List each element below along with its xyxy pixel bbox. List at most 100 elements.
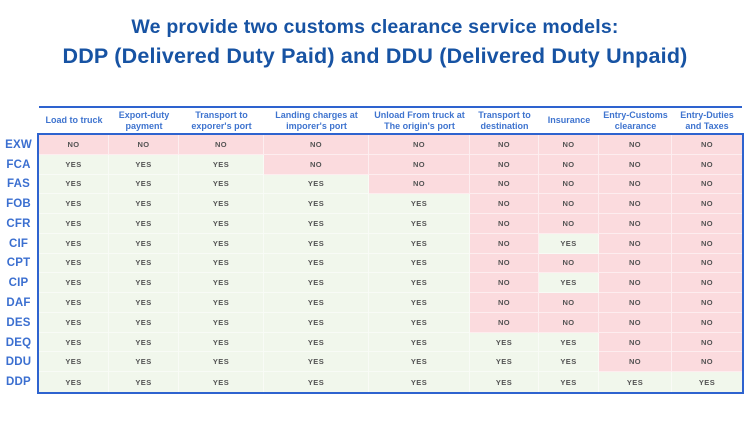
table-cell: YES	[369, 293, 470, 313]
table-cell: NO	[39, 135, 109, 155]
table-column-headers: Load to truck Export-duty payment Transpor…	[39, 106, 742, 133]
table-cell: YES	[672, 372, 742, 392]
table-cell: NO	[599, 352, 672, 373]
table-cell: NO	[539, 312, 599, 333]
table-cell: YES	[109, 214, 179, 234]
table-cell: YES	[369, 214, 470, 234]
table-cell: NO	[264, 135, 369, 155]
table-cell: NO	[539, 135, 599, 155]
table-cell: YES	[539, 372, 599, 392]
table-cell: YES	[264, 352, 369, 373]
table-cell: YES	[109, 293, 179, 313]
table-cell: YES	[539, 352, 599, 373]
table-cell: YES	[539, 233, 599, 254]
row-label-cfr: CFR	[6, 217, 31, 230]
row-label-fca: FCA	[6, 158, 31, 171]
table-cell: NO	[539, 174, 599, 195]
table-cell: NO	[672, 174, 742, 195]
table-cell: YES	[264, 293, 369, 313]
table-cell: YES	[264, 214, 369, 234]
table-cell: YES	[179, 194, 264, 215]
table-row-des: YES YES YES YES YES NO NO NO NO	[39, 312, 742, 333]
table-cell: YES	[264, 194, 369, 215]
table-cell: YES	[39, 174, 109, 195]
table-row-deq: YES YES YES YES YES YES YES NO NO	[39, 332, 742, 353]
table-cell: YES	[264, 312, 369, 333]
table-cell: YES	[39, 194, 109, 215]
table-cell: NO	[672, 214, 742, 234]
table-cell: NO	[470, 233, 539, 254]
table-cell: NO	[672, 154, 742, 175]
table-cell: YES	[109, 233, 179, 254]
table-cell: YES	[264, 233, 369, 254]
table-cell: NO	[539, 214, 599, 234]
table-cell: NO	[599, 312, 672, 333]
table-cell: NO	[539, 194, 599, 215]
table-cell: YES	[179, 273, 264, 294]
table-cell: NO	[264, 154, 369, 175]
table-cell: YES	[39, 273, 109, 294]
column-header-9: Entry-Duties and Taxes	[680, 110, 734, 131]
table-cell: NO	[109, 135, 179, 155]
table-cell: YES	[39, 214, 109, 234]
table-cell: YES	[369, 233, 470, 254]
table-cell: YES	[539, 332, 599, 353]
row-label-ddp: DDP	[6, 376, 31, 389]
table-cell: YES	[109, 253, 179, 274]
table-cell: YES	[39, 352, 109, 373]
table-cell: NO	[672, 293, 742, 313]
table-cell: YES	[369, 352, 470, 373]
table-cell: YES	[264, 372, 369, 392]
table-cell: YES	[369, 312, 470, 333]
column-header-2: Export-duty payment	[118, 110, 170, 131]
table-cell: NO	[470, 135, 539, 155]
column-header-5: Unload From truck at The origin's port	[374, 110, 465, 131]
table-row-labels: EXW FCA FAS FOB CFR CIF CPT CIP DAF DES DEQ DDU DDP	[0, 135, 37, 392]
row-label-cpt: CPT	[6, 257, 31, 270]
column-header-7: Insurance	[547, 115, 591, 126]
page-title: We provide two customs clearance service…	[0, 14, 750, 72]
table-cell: YES	[39, 312, 109, 333]
table-row-fob: YES YES YES YES YES NO NO NO NO	[39, 194, 742, 215]
table-row-exw: NO NO NO NO NO NO NO NO NO	[39, 135, 742, 155]
table-cell: NO	[672, 135, 742, 155]
column-header-6: Transport to destination	[478, 110, 531, 131]
row-label-fas: FAS	[7, 178, 30, 191]
table-cell: YES	[470, 352, 539, 373]
column-header-1: Load to truck	[45, 115, 103, 126]
table-cell: YES	[369, 253, 470, 274]
table-cell: NO	[599, 194, 672, 215]
table-cell: NO	[672, 194, 742, 215]
row-label-cip: CIP	[8, 277, 29, 290]
table-cell: NO	[599, 293, 672, 313]
table-cell: NO	[470, 174, 539, 195]
table-cell: YES	[39, 372, 109, 392]
table-cell: NO	[599, 154, 672, 175]
title-line-2: DDP (Delivered Duty Paid) and DDU (Deliv…	[62, 44, 688, 68]
table-cell: YES	[264, 174, 369, 195]
table-row-fas: YES YES YES YES NO NO NO NO NO	[39, 174, 742, 195]
table-cell: YES	[109, 332, 179, 353]
table-cell: YES	[264, 253, 369, 274]
table-row-cip: YES YES YES YES YES NO YES NO NO	[39, 273, 742, 294]
table-row-cpt: YES YES YES YES YES NO NO NO NO	[39, 253, 742, 274]
table-row-ddp: YES YES YES YES YES YES YES YES YES	[39, 372, 742, 392]
title-line-1: We provide two customs clearance service…	[131, 16, 619, 38]
table-cell: NO	[672, 233, 742, 254]
row-label-fob: FOB	[6, 198, 31, 211]
table-cell: NO	[369, 154, 470, 175]
table-row-cfr: YES YES YES YES YES NO NO NO NO	[39, 214, 742, 234]
table-cell: YES	[470, 332, 539, 353]
row-label-deq: DEQ	[5, 336, 32, 349]
table-cell: YES	[179, 352, 264, 373]
table-cell: NO	[369, 174, 470, 195]
table-cell: NO	[470, 214, 539, 234]
table-cell: NO	[599, 253, 672, 274]
table-cell: YES	[470, 372, 539, 392]
table-cell: YES	[369, 273, 470, 294]
table-cell: NO	[470, 194, 539, 215]
table-row-ddu: YES YES YES YES YES YES YES NO NO	[39, 352, 742, 373]
row-label-daf: DAF	[6, 297, 31, 310]
row-label-exw: EXW	[5, 138, 32, 151]
table-cell: YES	[179, 214, 264, 234]
